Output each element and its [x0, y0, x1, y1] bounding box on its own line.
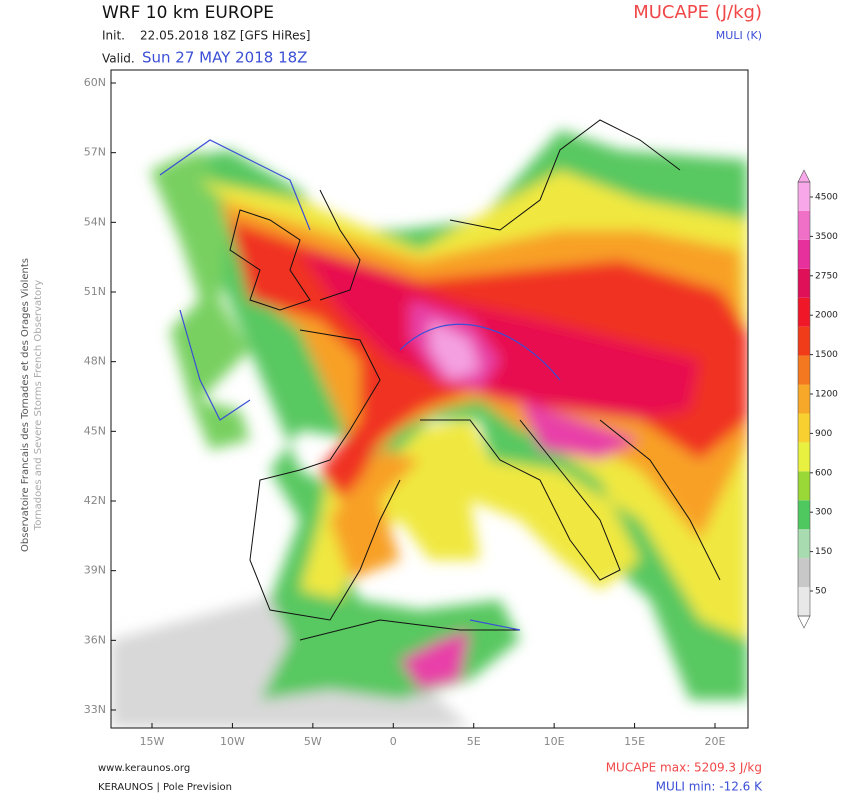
lon-label: 10W — [220, 735, 245, 748]
colorbar-label: 1200 — [815, 390, 838, 400]
lat-label: 48N — [84, 355, 106, 368]
lon-label: 15W — [140, 735, 165, 748]
colorbar-swatch — [798, 182, 810, 211]
lat-label: 36N — [84, 633, 106, 646]
colorbar-swatch — [798, 297, 810, 327]
cape-field — [111, 130, 748, 728]
colorbar-swatch — [798, 471, 810, 501]
lat-label: 54N — [84, 215, 106, 228]
colorbar-swatch — [798, 326, 810, 356]
colorbar-arrow — [797, 615, 811, 629]
footer-url: www.keraunos.org — [98, 763, 190, 774]
lat-label: 33N — [84, 703, 106, 716]
colorbar-swatch — [798, 529, 810, 559]
lat-label: 51N — [84, 285, 106, 298]
side-text-en: Tornadoes and Severe Storms French Obser… — [33, 280, 44, 531]
lat-label: 39N — [84, 564, 106, 577]
colorbar-swatch — [798, 268, 810, 298]
colorbar-swatch — [798, 500, 810, 530]
lat-label: 45N — [84, 424, 106, 437]
colorbar-label: 2000 — [815, 311, 838, 321]
colorbar-swatch — [798, 587, 810, 616]
colorbar-label: 900 — [815, 429, 832, 439]
colorbar-swatch — [798, 558, 810, 588]
colorbar-label: 2750 — [815, 271, 838, 281]
valid: Sun 27 MAY 2018 18Z — [142, 49, 307, 67]
colorbar-label: 4500 — [815, 193, 838, 203]
muli-contours — [159, 139, 561, 631]
lat-label: 60N — [84, 76, 106, 89]
colorbar-label: 300 — [815, 508, 832, 518]
valid-label: Valid. — [102, 52, 135, 66]
colorbar-label: 3500 — [815, 232, 838, 242]
lon-label: 0 — [390, 735, 397, 748]
map — [111, 70, 748, 728]
contour-title: MULI (K) — [716, 29, 762, 42]
footer-min: MULI min: -12.6 K — [656, 780, 764, 794]
footer-org: KERAUNOS | Pole Prevision — [98, 782, 232, 793]
coastlines — [229, 119, 721, 641]
init: 22.05.2018 18Z [GFS HiRes] — [140, 29, 310, 43]
lon-label: 20E — [705, 735, 726, 748]
map-frame — [110, 69, 749, 729]
colorbar-label: 1500 — [815, 350, 838, 360]
lon-label: 15E — [624, 735, 645, 748]
colorbar-swatch — [798, 413, 810, 443]
side-text: Observatoire Francais des Tornades et de… — [20, 258, 31, 552]
axes: 60N 57N 54N 51N 48N 45N 42N 39N 36N 33N 15W 10W 5W 0 5… — [84, 76, 726, 748]
colorbar-label: 150 — [815, 547, 832, 557]
colorbar-frame — [797, 181, 811, 617]
colorbar-swatch — [798, 442, 810, 472]
colorbar-swatch — [798, 210, 810, 240]
lat-label: 57N — [84, 146, 106, 159]
init-label: Init. — [102, 29, 125, 43]
lon-label: 5W — [304, 735, 322, 748]
title: WRF 10 km EUROPE — [102, 3, 274, 23]
lon-label: 5E — [467, 735, 481, 748]
colorbar-swatch — [798, 384, 810, 414]
colorbar-swatch — [798, 355, 810, 385]
colorbar: 50 150 300 600 900 1200 1500 2000 2750 3500 4500 — [797, 169, 838, 629]
lon-label: 10E — [544, 735, 565, 748]
field-title: MUCAPE (J/kg) — [633, 2, 762, 23]
lat-label: 42N — [84, 494, 106, 507]
colorbar-label: 600 — [815, 468, 832, 478]
footer-max: MUCAPE max: 5209.3 J/kg — [606, 761, 762, 775]
colorbar-arrow — [797, 169, 811, 183]
colorbar-label: 50 — [815, 587, 827, 597]
colorbar-swatch — [798, 239, 810, 269]
